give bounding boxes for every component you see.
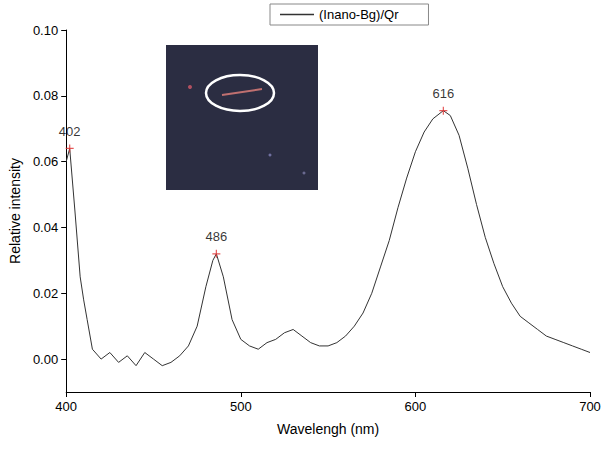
svg-text:0.10: 0.10 (33, 23, 58, 38)
svg-text:700: 700 (579, 399, 601, 414)
svg-text:(Inano-Bg)/Qr: (Inano-Bg)/Qr (319, 7, 399, 22)
svg-text:0.04: 0.04 (33, 220, 58, 235)
svg-text:616: 616 (432, 86, 454, 101)
svg-text:0.02: 0.02 (33, 286, 58, 301)
svg-text:Relative intensity: Relative intensity (7, 158, 23, 264)
svg-text:402: 402 (59, 124, 81, 139)
svg-text:500: 500 (230, 399, 252, 414)
svg-text:600: 600 (405, 399, 427, 414)
svg-text:486: 486 (206, 229, 228, 244)
svg-text:0.00: 0.00 (33, 352, 58, 367)
svg-text:0.06: 0.06 (33, 154, 58, 169)
svg-text:0.08: 0.08 (33, 88, 58, 103)
svg-text:Wavelengh (nm): Wavelengh (nm) (277, 421, 379, 437)
svg-text:400: 400 (55, 399, 77, 414)
